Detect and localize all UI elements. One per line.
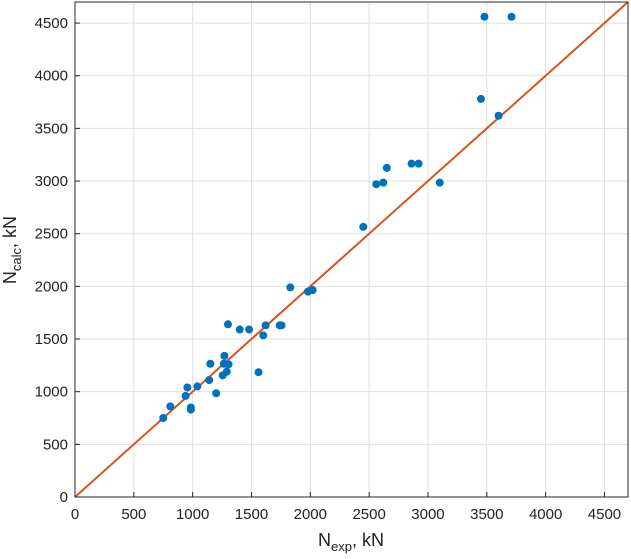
y-tick-label: 2000	[35, 278, 68, 295]
data-point	[224, 360, 233, 369]
data-point	[205, 376, 214, 385]
data-point	[166, 402, 175, 411]
data-point	[222, 367, 231, 376]
data-point	[435, 178, 444, 187]
x-axis-title: Nexp, kN	[318, 530, 384, 554]
x-axis-ticks: 0 500 1000 1500 2000 2500 3000 3500 4000 4500	[71, 492, 621, 523]
data-point	[382, 163, 391, 172]
x-tick-label: 3000	[411, 506, 444, 523]
data-point	[206, 359, 215, 368]
plot-frame	[74, 1, 629, 498]
data-point	[277, 321, 286, 330]
data-point	[223, 320, 232, 329]
x-tick-label: 2000	[294, 506, 327, 523]
y-tick-label: 4500	[35, 15, 68, 32]
y-tick-label: 3000	[35, 173, 68, 190]
y-tick-label: 1500	[35, 331, 68, 348]
x-tick-label: 3500	[470, 506, 503, 523]
data-point	[476, 94, 485, 103]
x-tick-label: 0	[71, 506, 79, 523]
data-point	[193, 382, 202, 391]
data-point	[507, 12, 516, 21]
x-tick-label: 2500	[352, 506, 385, 523]
data-point	[181, 391, 190, 400]
y-tick-label: 500	[43, 436, 68, 453]
data-point	[261, 321, 270, 330]
data-point	[308, 286, 317, 295]
data-point	[379, 178, 388, 187]
y-tick-label: 4000	[35, 68, 68, 85]
data-point	[259, 331, 268, 340]
y-tick-label: 3500	[35, 120, 68, 137]
x-axis-title-suffix: , kN	[352, 530, 384, 550]
y-axis-title-subscript: calc	[9, 247, 24, 271]
x-axis-title-subscript: exp	[331, 539, 352, 554]
y-axis-title: Ncalc, kN	[0, 216, 24, 284]
y-axis-title-suffix: , kN	[0, 216, 20, 248]
data-point	[407, 159, 416, 168]
data-point	[212, 389, 221, 398]
data-point	[220, 351, 229, 360]
grid-lines	[75, 2, 628, 497]
data-point	[245, 325, 254, 334]
x-axis-title-main: N	[318, 530, 331, 550]
x-tick-label: 4500	[588, 506, 621, 523]
x-tick-label: 1500	[235, 506, 268, 523]
identity-line	[74, 1, 629, 498]
y-axis-ticks: 0 500 1000 1500 2000 2500 3000 3500 4000 4500	[35, 15, 80, 506]
data-point	[480, 12, 489, 21]
data-point	[494, 111, 503, 120]
x-tick-label: 500	[121, 506, 146, 523]
data-point	[372, 180, 381, 189]
data-point	[359, 222, 368, 231]
data-point	[159, 414, 168, 423]
data-point	[183, 383, 192, 392]
data-point	[254, 368, 263, 377]
data-points	[159, 12, 516, 423]
data-point	[235, 325, 244, 334]
y-tick-label: 1000	[35, 384, 68, 401]
y-tick-label: 0	[60, 489, 68, 506]
y-axis-title-main: N	[0, 271, 20, 284]
y-tick-label: 2500	[35, 226, 68, 243]
reference-line	[74, 1, 629, 498]
data-point	[414, 159, 423, 168]
x-tick-label: 1000	[176, 506, 209, 523]
x-tick-label: 4000	[529, 506, 562, 523]
data-point	[286, 283, 295, 292]
data-point	[186, 405, 195, 414]
